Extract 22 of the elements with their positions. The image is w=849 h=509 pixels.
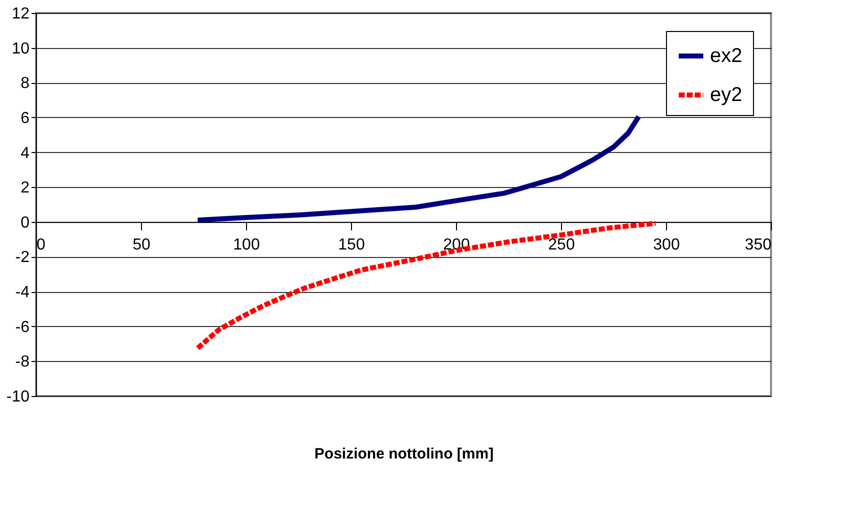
x-tick-label: 50	[132, 236, 150, 254]
x-axis-title: Posizione nottolino [mm]	[314, 446, 494, 462]
y-tick-label: -6	[15, 318, 30, 336]
y-tick-label: 0	[20, 214, 30, 232]
x-tick-label: 0	[36, 236, 46, 254]
y-tick-label: -10	[6, 388, 30, 406]
y-tick-label: -2	[15, 249, 30, 266]
y-tick-label: 8	[20, 75, 30, 92]
y-tick-label: 10	[12, 40, 30, 58]
y-tick-label: 2	[20, 180, 30, 197]
x-tick-label: 150	[338, 236, 365, 254]
x-tick-label: 300	[653, 236, 680, 254]
legend-label: ex2	[710, 45, 742, 67]
x-tick-label: 100	[233, 236, 260, 254]
legend-label: ey2	[710, 84, 742, 106]
y-tick-label: 6	[20, 110, 30, 127]
y-tick-label: 4	[20, 144, 30, 162]
x-tick-label: 350	[744, 236, 772, 254]
y-tick-label: 12	[12, 6, 30, 22]
y-tick-label: -8	[15, 354, 30, 371]
y-tick-label: -4	[15, 284, 30, 302]
x-tick-label: 250	[548, 236, 575, 254]
